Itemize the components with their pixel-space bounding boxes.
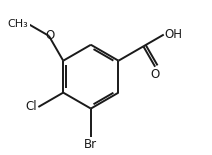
- Text: O: O: [151, 68, 160, 81]
- Text: Cl: Cl: [25, 100, 37, 113]
- Text: OH: OH: [165, 28, 183, 41]
- Text: CH₃: CH₃: [7, 19, 28, 29]
- Text: Br: Br: [84, 138, 98, 151]
- Text: O: O: [45, 29, 54, 42]
